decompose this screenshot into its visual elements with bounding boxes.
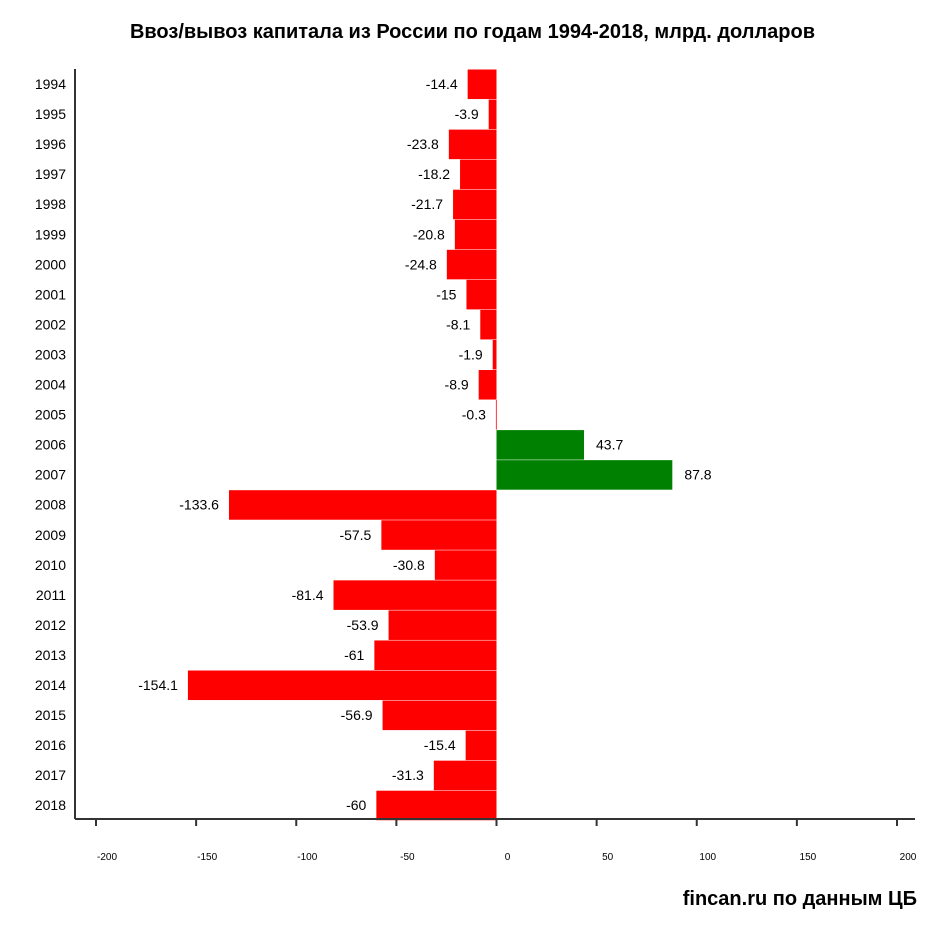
value-label-2017: -31.3 — [392, 767, 424, 783]
category-label-2009: 2009 — [35, 527, 66, 543]
bar-2003 — [492, 339, 497, 370]
bar-2008 — [228, 490, 497, 520]
bar-1998 — [453, 189, 497, 220]
category-label-2008: 2008 — [35, 497, 66, 513]
value-label-2011: -81.4 — [292, 587, 324, 603]
value-label-2014: -154.1 — [138, 677, 178, 693]
category-label-2000: 2000 — [35, 256, 66, 272]
category-labels-layer: 1994 1995 1996 1997 1998 1999 2000 2001 2002 2003… — [35, 76, 66, 813]
value-label-2007: 87.8 — [684, 467, 711, 483]
x-tick-label--100: -100 — [297, 852, 317, 863]
bar-2000 — [446, 249, 497, 280]
value-label-2018: -60 — [346, 797, 366, 813]
value-label-2010: -30.8 — [393, 557, 425, 573]
category-label-2011: 2011 — [36, 587, 66, 603]
bar-2012 — [388, 610, 497, 640]
x-tick-label-0: 0 — [505, 852, 511, 863]
value-label-2005: -0.3 — [462, 407, 486, 423]
value-label-1994: -14.4 — [426, 76, 458, 92]
value-label-2016: -15.4 — [424, 737, 456, 753]
x-tick-label--150: -150 — [197, 852, 217, 863]
category-label-2010: 2010 — [35, 557, 66, 573]
value-label-2008: -133.6 — [179, 497, 219, 513]
bar-2004 — [478, 370, 497, 400]
value-label-2003: -1.9 — [459, 346, 483, 362]
value-label-2006: 43.7 — [596, 437, 623, 453]
category-label-2003: 2003 — [35, 346, 66, 362]
x-ticks-layer: -200 -150 -100 -50 0 50 100 150 200 — [95, 819, 917, 863]
x-tick-label-100: 100 — [699, 852, 716, 863]
value-label-1997: -18.2 — [418, 166, 450, 182]
category-label-2002: 2002 — [35, 316, 66, 332]
source-note: fincan.ru по данным ЦБ — [682, 888, 917, 910]
value-labels-layer: -14.4 -3.9 -23.8 -18.2 -21.7 -20.8 -24.8 -15 -8.… — [138, 76, 712, 813]
category-label-2004: 2004 — [35, 377, 66, 393]
bar-2016 — [465, 730, 497, 761]
value-label-1996: -23.8 — [407, 136, 439, 152]
x-tick-label-200: 200 — [900, 852, 917, 863]
x-tick-label-150: 150 — [800, 852, 817, 863]
bars-layer — [187, 69, 673, 821]
category-label-1997: 1997 — [35, 166, 66, 182]
x-tick-label--200: -200 — [97, 852, 117, 863]
value-label-2002: -8.1 — [446, 316, 470, 332]
bar-2007 — [496, 460, 673, 490]
bar-2014 — [187, 670, 497, 701]
bar-2011 — [333, 580, 497, 610]
value-label-2012: -53.9 — [347, 617, 379, 633]
category-label-2017: 2017 — [35, 767, 66, 783]
x-tick-label-50: 50 — [602, 852, 614, 863]
bar-1997 — [460, 159, 497, 190]
category-label-2016: 2016 — [35, 737, 66, 753]
bar-1994 — [467, 69, 497, 100]
value-label-2000: -24.8 — [405, 256, 437, 272]
bar-2017 — [433, 760, 497, 791]
bar-2010 — [434, 550, 497, 580]
category-label-1998: 1998 — [35, 196, 66, 212]
category-label-2007: 2007 — [35, 467, 66, 483]
category-label-1996: 1996 — [35, 136, 66, 152]
value-label-2001: -15 — [436, 286, 456, 302]
bar-1999 — [454, 219, 497, 250]
category-label-2013: 2013 — [35, 647, 66, 663]
bar-2009 — [381, 520, 497, 550]
category-label-2006: 2006 — [35, 437, 66, 453]
category-label-2015: 2015 — [35, 707, 66, 723]
category-label-2014: 2014 — [35, 677, 66, 693]
chart-title: Ввоз/вывоз капитала из России по годам 1… — [129, 21, 816, 43]
value-label-1999: -20.8 — [413, 226, 445, 242]
category-label-1994: 1994 — [35, 76, 66, 92]
value-label-2013: -61 — [344, 647, 364, 663]
x-tick-label--50: -50 — [400, 852, 415, 863]
bar-2001 — [466, 279, 497, 310]
bar-1995 — [488, 99, 497, 130]
bar-2002 — [480, 309, 497, 340]
bar-2006 — [496, 430, 585, 460]
category-label-2005: 2005 — [35, 407, 66, 423]
bar-2015 — [382, 700, 497, 731]
category-label-1999: 1999 — [35, 226, 66, 242]
bar-2005 — [495, 400, 497, 430]
value-label-2015: -56.9 — [341, 707, 373, 723]
bar-2013 — [374, 640, 497, 670]
category-label-2001: 2001 — [35, 286, 66, 302]
category-label-1995: 1995 — [35, 106, 66, 122]
category-label-2012: 2012 — [35, 617, 66, 633]
value-label-2004: -8.9 — [445, 377, 469, 393]
value-label-1998: -21.7 — [411, 196, 443, 212]
bar-2018 — [376, 790, 497, 821]
bar-1996 — [448, 129, 497, 160]
category-label-2018: 2018 — [35, 797, 66, 813]
value-label-1995: -3.9 — [455, 106, 479, 122]
value-label-2009: -57.5 — [339, 527, 371, 543]
